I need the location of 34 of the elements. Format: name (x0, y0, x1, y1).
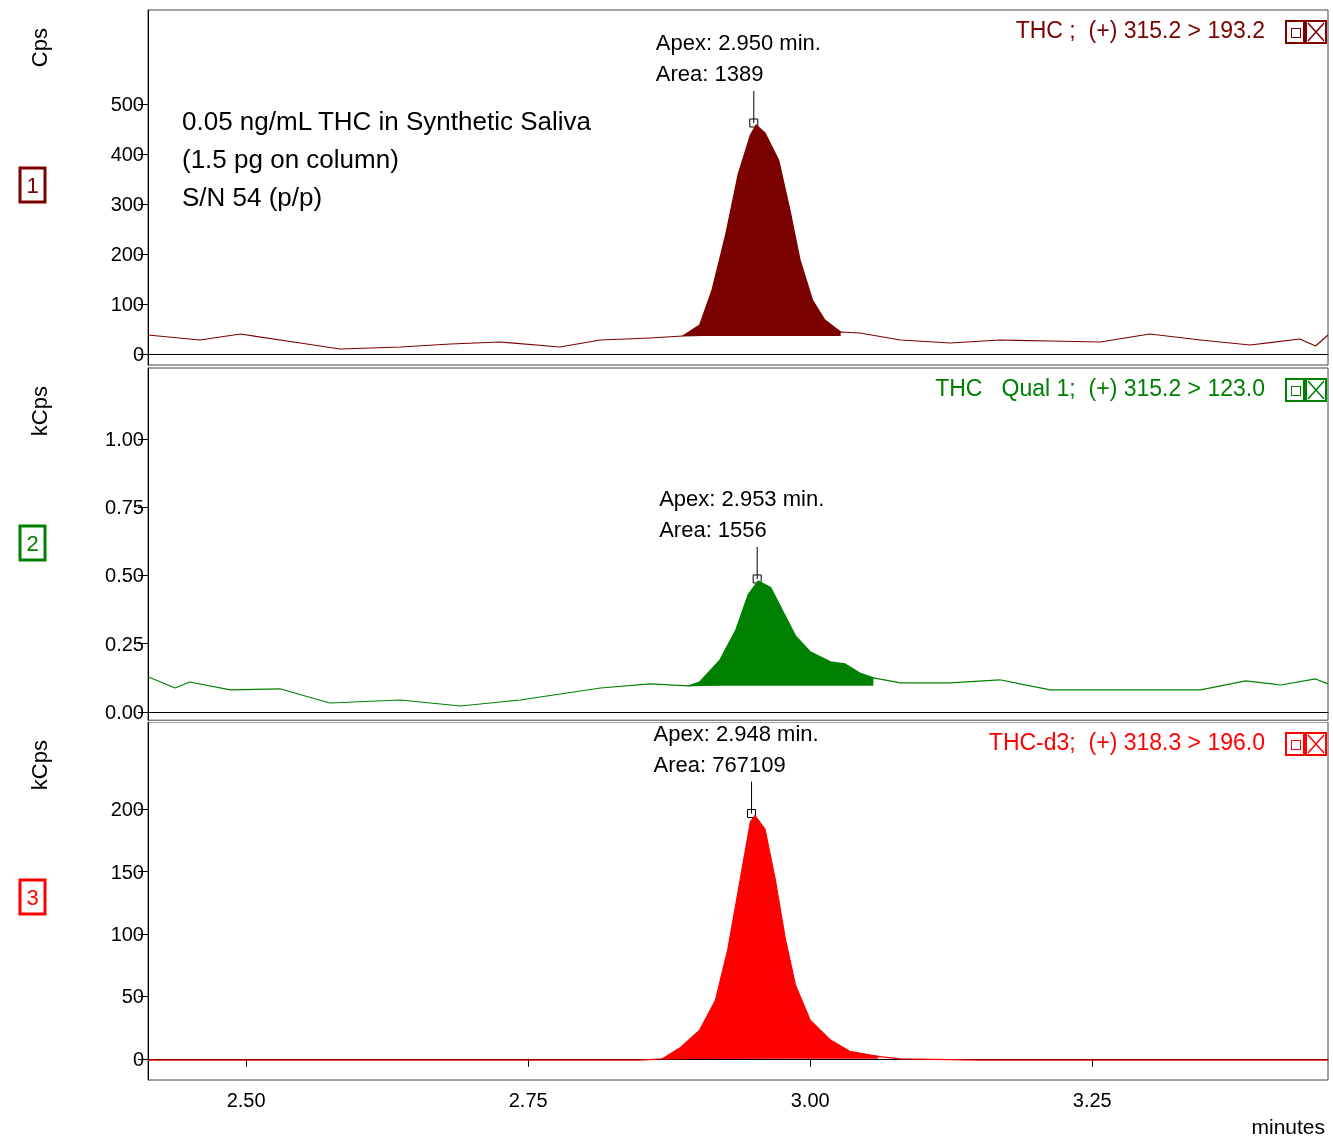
annotation: 0.05 ng/mL THC in Synthetic Saliva (1.5 pg on column) S/N 54 (p/p) (182, 106, 592, 212)
y-tick-label: 150 (110, 860, 144, 883)
y-tick-label: 500 (110, 93, 144, 115)
x-axis-title: minutes (1251, 1115, 1325, 1138)
annotation: Apex: 2.950 min. Area: 1389 (655, 30, 821, 86)
y-tick-label: 200 (110, 243, 144, 265)
chart-title: THC ; (+) 315.2 > 193.2 (1015, 16, 1265, 43)
y-tick-label: 200 (110, 798, 144, 821)
y-tick-label: 100 (110, 923, 144, 946)
y-tick-label: 0.75 (105, 496, 144, 519)
y-tick-label: 100 (110, 293, 144, 315)
annotation: Apex: 2.953 min. Area: 1556 (659, 485, 825, 542)
x-tick-label: 2.75 (508, 1089, 548, 1111)
text: 1 (26, 172, 39, 198)
text: 2 (26, 530, 39, 556)
y-axis-title: Cps (26, 28, 52, 68)
y-tick-label: 50 (121, 985, 144, 1008)
annotation: Apex: 2.948 min. Area: 767109 (653, 720, 819, 777)
chart-title: THC Qual 1; (+) 315.2 > 123.0 (935, 374, 1265, 401)
y-tick-label: 300 (110, 193, 144, 215)
y-tick-label: 0.50 (105, 564, 144, 587)
y-tick-label: 0 (132, 1047, 144, 1070)
y-tick-label: 400 (110, 143, 144, 165)
y-axis-title: kCps (26, 386, 52, 437)
y-tick-label: 1.00 (105, 427, 144, 450)
y-axis-title: kCps (26, 740, 52, 791)
y-tick-label: 0 (132, 343, 144, 365)
x-tick-label: 2.50 (226, 1089, 266, 1111)
text: 3 (26, 884, 39, 910)
y-tick-label: 0.25 (105, 632, 144, 655)
chart-title: THC-d3; (+) 318.3 > 196.0 (988, 728, 1266, 755)
x-tick-label: 3.00 (790, 1089, 830, 1111)
y-tick-label: 0.00 (105, 701, 144, 723)
x-tick-label: 3.25 (1072, 1089, 1112, 1111)
